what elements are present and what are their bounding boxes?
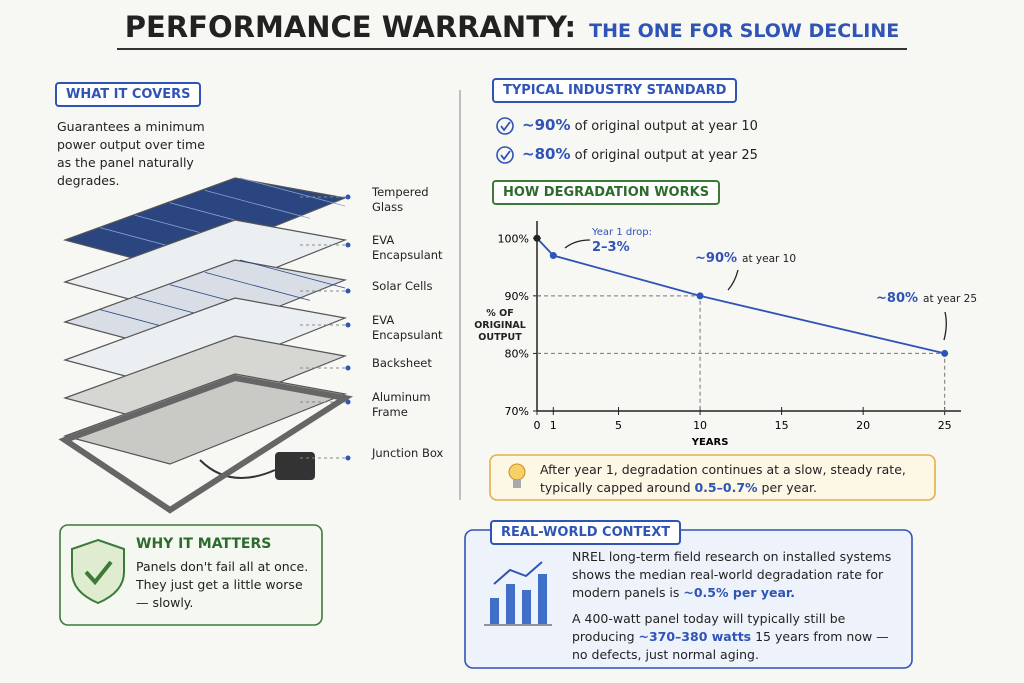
highlight: ~0.5% per year. bbox=[683, 585, 796, 600]
annotation: Year 1 drop: 2–3% bbox=[591, 227, 652, 255]
layer-label: Aluminum Frame bbox=[372, 390, 431, 419]
section-tag: TYPICAL INDUSTRY STANDARD bbox=[492, 78, 738, 103]
cable bbox=[199, 459, 276, 479]
annotation: ~80% at year 25 bbox=[876, 291, 977, 306]
why-heading: WHY IT MATTERS bbox=[136, 536, 272, 552]
item-highlight: ~80% bbox=[522, 145, 571, 163]
check-mark bbox=[500, 121, 511, 132]
context-box bbox=[464, 529, 913, 669]
paragraph: A 400-watt panel today will typically st… bbox=[572, 610, 902, 664]
layer-label: Junction Box bbox=[372, 446, 444, 460]
line bbox=[536, 237, 945, 355]
connector-dot bbox=[345, 288, 351, 294]
y-tick-label: 90% bbox=[505, 290, 529, 303]
cell-line bbox=[204, 272, 311, 301]
callout-text: After year 1, degradation continues at a… bbox=[540, 461, 930, 497]
highlight: 0.5–0.7% bbox=[694, 480, 758, 495]
annotation-highlight: ~80% bbox=[876, 291, 918, 306]
shield-icon bbox=[71, 538, 125, 605]
bulb-base bbox=[513, 480, 521, 488]
cell-line bbox=[239, 259, 346, 289]
context-text: NREL long-term field research on install… bbox=[572, 548, 902, 672]
x-tick-label: 0 bbox=[534, 419, 541, 432]
x-tick-label: 20 bbox=[856, 419, 870, 432]
section-tag: HOW DEGRADATION WORKS bbox=[492, 180, 721, 205]
y-tick-label: 70% bbox=[505, 405, 529, 418]
y-axis-label: % OF ORIGINAL OUTPUT bbox=[474, 308, 526, 343]
point bbox=[941, 349, 949, 357]
cell-line bbox=[239, 177, 346, 207]
why-text: Panels don't fail all at once. They just… bbox=[136, 559, 309, 610]
x-axis-label: YEARS bbox=[691, 437, 729, 448]
covers-text: Guarantees a minimum power output over t… bbox=[57, 119, 205, 188]
item-text: of original output at year 10 bbox=[574, 119, 758, 134]
annotation-arrow bbox=[727, 269, 739, 291]
check-icon bbox=[84, 560, 113, 586]
panel-layer bbox=[63, 373, 348, 465]
annotation-label: Year 1 drop: bbox=[591, 227, 652, 238]
x-tick-label: 15 bbox=[775, 419, 789, 432]
text: A 400-watt panel today will typically st… bbox=[572, 611, 846, 644]
text: After year 1, degradation continues at a… bbox=[540, 462, 906, 495]
bar-icon bbox=[484, 561, 552, 626]
layer-label: Tempered Glass bbox=[372, 185, 429, 214]
check-circle bbox=[496, 146, 514, 164]
annotation-highlight: 2–3% bbox=[592, 240, 630, 255]
check-mark bbox=[500, 150, 511, 161]
check-circle bbox=[496, 117, 514, 135]
connector-dot bbox=[345, 194, 351, 200]
section-tag: WHAT IT COVERS bbox=[55, 82, 202, 107]
connector-dot bbox=[345, 322, 351, 328]
x-tick-label: 10 bbox=[693, 419, 707, 432]
check-item: ~80% of original output at year 25 bbox=[522, 145, 758, 163]
annotation: ~90% at year 10 bbox=[695, 251, 796, 266]
text: 15 years from now — no defects, just nor… bbox=[572, 629, 889, 662]
why-box bbox=[59, 524, 323, 626]
guide-line bbox=[537, 352, 946, 411]
callout-box bbox=[489, 454, 936, 501]
connector-dot bbox=[345, 455, 351, 461]
point bbox=[549, 252, 557, 260]
annotation-label: at year 25 bbox=[923, 293, 977, 305]
point bbox=[696, 292, 704, 300]
layer-label: EVA Encapsulant bbox=[372, 313, 443, 342]
connector-dot bbox=[345, 242, 351, 248]
layer-label: Solar Cells bbox=[372, 279, 433, 293]
text: NREL long-term field research on install… bbox=[572, 549, 892, 600]
bulb-icon bbox=[508, 463, 526, 481]
junction-box bbox=[275, 452, 315, 480]
cell-line bbox=[204, 190, 311, 219]
x-tick-label: 1 bbox=[550, 419, 557, 432]
connector-dot bbox=[345, 365, 351, 371]
layer-label: Backsheet bbox=[372, 356, 432, 370]
section-tag: REAL-WORLD CONTEXT bbox=[490, 520, 682, 545]
text: per year. bbox=[757, 480, 817, 495]
layer-label: EVA Encapsulant bbox=[372, 233, 443, 262]
item-text: of original output at year 25 bbox=[574, 148, 758, 163]
x-tick-label: 5 bbox=[615, 419, 622, 432]
y-tick-label: 100% bbox=[498, 232, 529, 245]
check-item: ~90% of original output at year 10 bbox=[522, 116, 758, 134]
annotation-highlight: ~90% bbox=[695, 251, 737, 266]
highlight: ~370–380 watts bbox=[638, 629, 752, 644]
annotation-arrow bbox=[564, 239, 591, 249]
paragraph: NREL long-term field research on install… bbox=[572, 548, 902, 602]
point bbox=[533, 234, 541, 242]
annotation-arrow bbox=[943, 311, 947, 341]
title: PERFORMANCE WARRANTY: bbox=[124, 10, 577, 44]
item-highlight: ~90% bbox=[522, 116, 571, 134]
frame bbox=[58, 374, 354, 514]
y-tick-label: 80% bbox=[505, 347, 529, 360]
header: PERFORMANCE WARRANTY: THE ONE FOR SLOW D… bbox=[0, 10, 1024, 50]
x-tick-label: 25 bbox=[938, 419, 952, 432]
connector-dot bbox=[345, 399, 351, 405]
subtitle: THE ONE FOR SLOW DECLINE bbox=[589, 20, 900, 42]
annotation-label: at year 10 bbox=[742, 253, 796, 265]
